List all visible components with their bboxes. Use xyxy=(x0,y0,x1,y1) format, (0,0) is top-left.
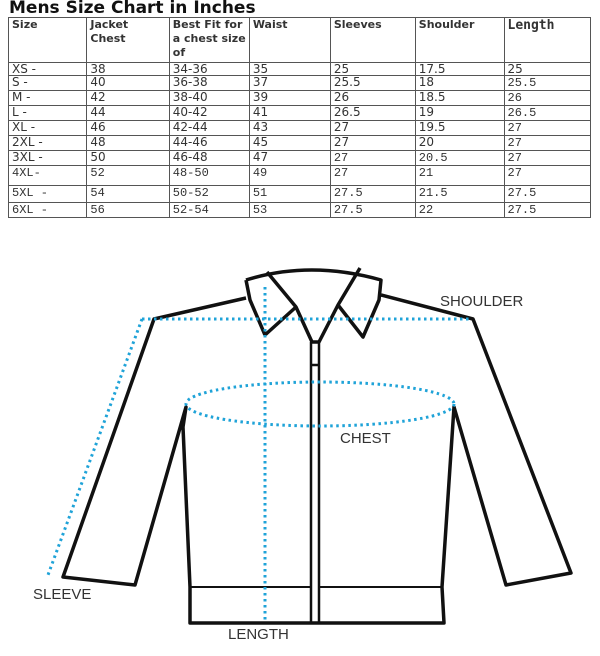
column-header: Sleeves xyxy=(329,17,416,63)
table-cell: 18.5 xyxy=(414,90,505,106)
column-header: Shoulder xyxy=(414,17,505,63)
table-header-row: Size Jacket Chest Best Fit for a chest siz… xyxy=(7,17,591,63)
table-cell: 50-52 xyxy=(168,185,250,203)
page-title: Mens Size Chart in Inches xyxy=(9,0,256,18)
table-row: 6XL -56 52-54 53 27.5 22 27.5 xyxy=(7,202,591,218)
table-cell: 26.5 xyxy=(329,105,416,121)
table-cell: 22 xyxy=(414,202,505,218)
table-cell: 48 xyxy=(86,135,170,151)
sleeve-label: SLEEVE xyxy=(33,586,91,603)
table-row: 5XL -54 50-52 51 27.5 21.5 27.5 xyxy=(7,185,591,203)
chest-label: CHEST xyxy=(340,430,391,447)
column-header: Jacket Chest xyxy=(86,17,170,63)
table-row: S -40 36-38 37 25.5 18 25.5 xyxy=(7,75,591,91)
table-cell: 36-38 xyxy=(168,75,250,91)
table-row: 3XL -50 46-48 47 27 20.5 27 xyxy=(7,150,591,166)
column-header: Waist xyxy=(248,17,331,63)
jacket-body xyxy=(61,293,573,625)
table-cell: 6XL - xyxy=(7,202,88,218)
table-cell: 27 xyxy=(329,150,416,166)
table-cell: 3XL - xyxy=(7,150,88,166)
column-header: Best Fit for a chest size of xyxy=(168,17,250,63)
table-cell: 18 xyxy=(414,75,505,91)
table-cell: 4XL- xyxy=(7,165,88,186)
shoulder-label: SHOULDER xyxy=(440,293,524,310)
measurement-lines xyxy=(46,287,471,620)
table-cell: 26 xyxy=(329,90,416,106)
sleeve-measure-line xyxy=(46,318,144,576)
jacket-zipper xyxy=(309,342,321,623)
column-header: Size xyxy=(7,17,88,63)
chest-measure-ellipse xyxy=(184,380,456,428)
table-cell: 56 xyxy=(86,202,170,218)
length-label: LENGTH xyxy=(228,626,289,643)
table-row: XL -46 42-44 43 27 19.5 27 xyxy=(7,120,591,136)
table-cell: 50 xyxy=(86,150,170,166)
table-cell: 25 xyxy=(503,62,591,76)
table-cell: 43 xyxy=(248,120,331,136)
table-cell: 53 xyxy=(248,202,331,218)
column-header: Length xyxy=(503,17,591,63)
table-cell: 20.5 xyxy=(414,150,505,166)
table-cell: L - xyxy=(7,105,88,121)
table-cell: 39 xyxy=(248,90,331,106)
table-cell: 45 xyxy=(248,135,331,151)
table-cell: 27.5 xyxy=(503,202,591,218)
jacket-collar xyxy=(244,267,383,344)
table-cell: 46-48 xyxy=(168,150,250,166)
size-chart-table: Size Jacket Chest Best Fit for a chest siz… xyxy=(7,17,591,218)
table-cell: 26 xyxy=(503,90,591,106)
table-cell: 2XL - xyxy=(7,135,88,151)
table-cell: 27.5 xyxy=(329,202,416,218)
table-row: XS -38 34-36 35 25 17.5 25 xyxy=(7,62,591,76)
table-cell: 40-42 xyxy=(168,105,250,121)
table-cell: 25.5 xyxy=(503,75,591,91)
table-row: 2XL -48 44-46 45 27 20 27 xyxy=(7,135,591,151)
table-cell: 25.5 xyxy=(329,75,416,91)
jacket-outline xyxy=(61,267,573,625)
